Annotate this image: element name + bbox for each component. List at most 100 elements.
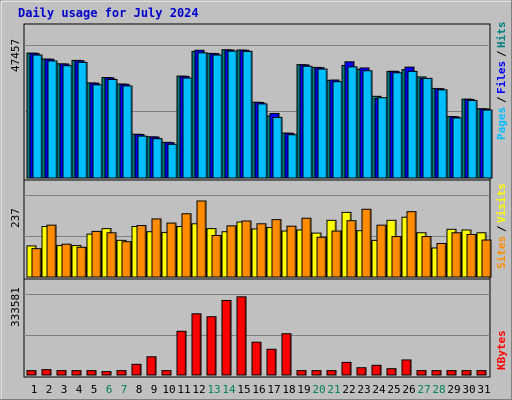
bar-sites-18 xyxy=(286,225,297,278)
legend-files: Files xyxy=(495,61,508,94)
bar-sites-1 xyxy=(31,248,42,278)
x-tick-label: 1 xyxy=(31,383,38,396)
bar-sites-22 xyxy=(346,220,357,278)
x-tick-label: 23 xyxy=(357,383,370,396)
bar-sites-7 xyxy=(121,241,132,278)
chart-panels: 47457Pages/Files/Hits237Sites/Visits3335… xyxy=(9,22,508,378)
x-tick-label: 11 xyxy=(177,383,190,396)
bar-kbytes-31 xyxy=(476,370,487,376)
x-tick-label: 15 xyxy=(237,383,250,396)
bar-sites-3 xyxy=(61,243,72,278)
bar-kbytes-8 xyxy=(131,363,142,376)
x-tick-label: 14 xyxy=(222,383,236,396)
x-tick-label: 9 xyxy=(151,383,158,396)
x-tick-label: 28 xyxy=(432,383,445,396)
bar-kbytes-13 xyxy=(206,316,217,376)
bar-kbytes-12 xyxy=(191,313,202,376)
bar-kbytes-27 xyxy=(416,370,427,376)
bar-kbytes-9 xyxy=(146,356,157,376)
x-tick-label: 6 xyxy=(106,383,113,396)
legend-pages: Pages xyxy=(495,107,508,140)
x-tick-label: 5 xyxy=(91,383,98,396)
bar-kbytes-23 xyxy=(356,367,367,376)
legend-sites: Sites xyxy=(495,236,508,269)
x-tick-label: 8 xyxy=(136,383,143,396)
bar-kbytes-30 xyxy=(461,370,472,376)
bar-sites-19 xyxy=(301,217,312,278)
bar-sites-20 xyxy=(316,236,327,278)
legend-kbytes: KBytes xyxy=(495,330,508,370)
legend-hits: Hits xyxy=(495,22,508,49)
bar-sites-4 xyxy=(76,246,87,278)
bar-sites-9 xyxy=(151,218,162,278)
bar-sites-30 xyxy=(466,233,477,278)
legend-separator: / xyxy=(495,225,508,232)
legend-separator: / xyxy=(495,96,508,103)
bar-sites-11 xyxy=(181,213,192,278)
bar-kbytes-4 xyxy=(71,370,82,376)
legend-separator: / xyxy=(495,50,508,57)
x-tick-label: 19 xyxy=(297,383,310,396)
bar-sites-24 xyxy=(376,224,387,278)
bar-sites-8 xyxy=(136,225,147,278)
bar-sites-26 xyxy=(406,211,417,278)
bar-kbytes-17 xyxy=(266,348,277,376)
x-tick-label: 7 xyxy=(121,383,128,396)
bar-sites-28 xyxy=(436,242,447,278)
x-tick-label: 2 xyxy=(46,383,53,396)
bar-kbytes-14 xyxy=(221,299,232,376)
bar-sites-2 xyxy=(46,224,57,278)
y-max-label: 333581 xyxy=(9,287,22,327)
bar-sites-16 xyxy=(256,223,267,278)
bar-kbytes-24 xyxy=(371,364,382,376)
x-tick-label: 10 xyxy=(162,383,175,396)
x-tick-label: 16 xyxy=(252,383,265,396)
x-tick-label: 18 xyxy=(282,383,295,396)
bar-kbytes-29 xyxy=(446,370,457,376)
x-tick-label: 13 xyxy=(207,383,220,396)
x-tick-label: 4 xyxy=(76,383,83,396)
bar-kbytes-18 xyxy=(281,333,292,376)
x-tick-label: 29 xyxy=(447,383,460,396)
bar-kbytes-16 xyxy=(251,341,262,376)
x-axis-labels: 1 2 3 4 5 6 7 8 9 10 11 12 13 14 15 16 17 18 19 20 21 22 23 24 2… xyxy=(31,383,491,396)
bar-sites-5 xyxy=(91,230,102,278)
bar-kbytes-19 xyxy=(296,370,307,376)
bar-sites-15 xyxy=(241,220,252,278)
x-tick-label: 31 xyxy=(477,383,490,396)
x-tick-label: 20 xyxy=(312,383,325,396)
bar-kbytes-10 xyxy=(161,370,172,376)
bar-sites-12 xyxy=(196,200,207,278)
bar-sites-27 xyxy=(421,236,432,278)
bar-pages-31 xyxy=(482,109,493,179)
bar-sites-29 xyxy=(451,232,462,278)
bar-kbytes-11 xyxy=(176,330,187,376)
x-tick-label: 3 xyxy=(61,383,68,396)
bar-kbytes-22 xyxy=(341,361,352,376)
x-tick-label: 27 xyxy=(417,383,430,396)
bar-kbytes-21 xyxy=(326,370,337,376)
x-tick-label: 30 xyxy=(462,383,475,396)
bar-kbytes-7 xyxy=(116,370,127,376)
x-tick-label: 21 xyxy=(327,383,340,396)
x-tick-label: 17 xyxy=(267,383,280,396)
bar-kbytes-28 xyxy=(431,370,442,376)
bar-pages-7 xyxy=(122,85,133,179)
bar-kbytes-3 xyxy=(56,370,67,376)
bar-sites-10 xyxy=(166,222,177,278)
x-tick-label: 26 xyxy=(402,383,415,396)
bar-sites-6 xyxy=(106,232,117,278)
bar-kbytes-1 xyxy=(26,370,37,376)
bar-sites-31 xyxy=(481,239,492,278)
bar-kbytes-5 xyxy=(86,370,97,376)
chart-title: Daily usage for July 2024 xyxy=(18,6,199,20)
x-tick-label: 25 xyxy=(387,383,400,396)
bar-sites-14 xyxy=(226,225,237,278)
panel-visits: 237 Sites / Visits xyxy=(9,179,508,280)
bar-kbytes-6 xyxy=(101,371,112,376)
bar-sites-17 xyxy=(271,219,282,278)
x-tick-label: 24 xyxy=(372,383,386,396)
bar-kbytes-25 xyxy=(386,368,397,376)
